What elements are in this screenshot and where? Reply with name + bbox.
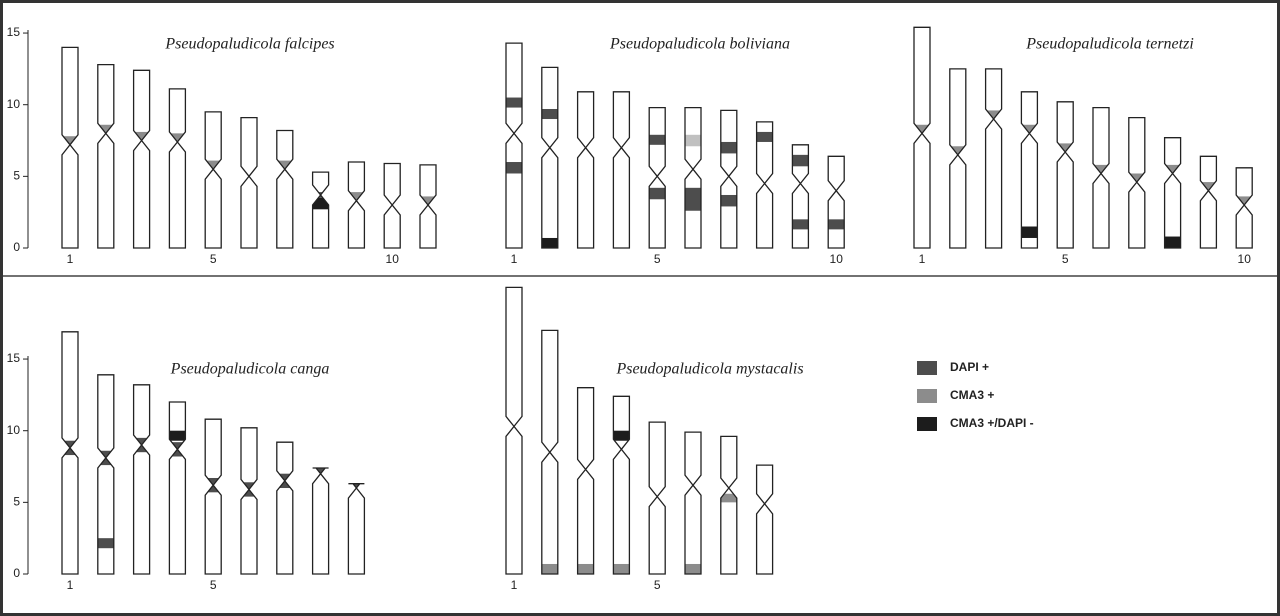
y-tick-label: 10 bbox=[7, 423, 21, 437]
x-tick-label: 10 bbox=[386, 252, 400, 266]
band bbox=[721, 195, 737, 206]
band bbox=[757, 132, 773, 142]
y-tick-label: 5 bbox=[13, 495, 20, 509]
figure: Pseudopaludicola falcipes0510151510Pseud… bbox=[0, 0, 1280, 616]
x-tick-label: 10 bbox=[830, 252, 844, 266]
frame bbox=[2, 2, 1279, 615]
legend-swatch bbox=[917, 417, 937, 431]
chart-title: Pseudopaludicola mystacalis bbox=[615, 361, 803, 378]
band bbox=[685, 135, 701, 146]
legend-label: DAPI + bbox=[950, 360, 989, 374]
legend-swatch bbox=[917, 389, 937, 403]
x-tick-label: 5 bbox=[210, 252, 217, 266]
band bbox=[685, 564, 701, 574]
band bbox=[792, 155, 808, 166]
y-tick-label: 0 bbox=[13, 240, 20, 254]
x-tick-label: 10 bbox=[1238, 252, 1252, 266]
band bbox=[685, 188, 701, 211]
legend-swatch bbox=[917, 361, 937, 375]
band bbox=[578, 564, 594, 574]
x-tick-label: 5 bbox=[1062, 252, 1069, 266]
legend-label: CMA3 +/DAPI - bbox=[950, 416, 1034, 430]
chart-title: Pseudopaludicola boliviana bbox=[609, 36, 790, 53]
band bbox=[1021, 227, 1037, 238]
x-tick-label: 1 bbox=[919, 252, 926, 266]
band bbox=[1165, 237, 1181, 248]
y-tick-label: 15 bbox=[7, 25, 21, 39]
x-tick-label: 1 bbox=[67, 252, 74, 266]
band bbox=[542, 564, 558, 574]
y-tick-label: 15 bbox=[7, 351, 21, 365]
x-tick-label: 5 bbox=[654, 252, 661, 266]
band bbox=[828, 219, 844, 229]
x-tick-label: 1 bbox=[511, 252, 518, 266]
y-tick-label: 10 bbox=[7, 97, 21, 111]
x-tick-label: 1 bbox=[511, 578, 518, 592]
y-tick-label: 5 bbox=[13, 169, 20, 183]
x-tick-label: 5 bbox=[210, 578, 217, 592]
band bbox=[792, 219, 808, 229]
band bbox=[542, 238, 558, 248]
band bbox=[721, 142, 737, 153]
band bbox=[506, 162, 522, 173]
band bbox=[506, 98, 522, 108]
chart-title: Pseudopaludicola ternetzi bbox=[1025, 36, 1194, 53]
band bbox=[649, 188, 665, 199]
chart-title: Pseudopaludicola canga bbox=[170, 361, 330, 378]
band bbox=[169, 431, 185, 441]
band bbox=[649, 135, 665, 145]
x-tick-label: 5 bbox=[654, 578, 661, 592]
legend-label: CMA3 + bbox=[950, 388, 994, 402]
band bbox=[613, 564, 629, 574]
band bbox=[98, 538, 114, 548]
y-tick-label: 0 bbox=[13, 566, 20, 580]
chart-title: Pseudopaludicola falcipes bbox=[164, 36, 334, 53]
band bbox=[542, 109, 558, 119]
x-tick-label: 1 bbox=[67, 578, 74, 592]
band bbox=[613, 431, 629, 441]
